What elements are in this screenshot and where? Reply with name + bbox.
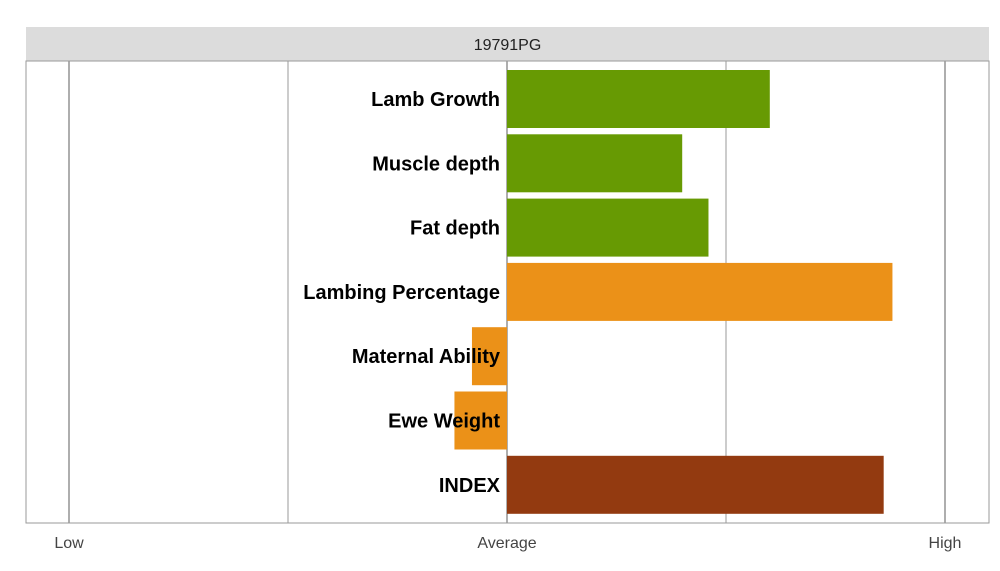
x-tick-label: Low xyxy=(54,535,84,552)
bar-muscle-depth xyxy=(507,134,683,193)
bar-lamb-growth xyxy=(507,70,770,128)
category-label: INDEX xyxy=(439,475,501,497)
x-axis-tick-labels: Low Average High xyxy=(54,535,961,552)
category-label: Lambing Percentage xyxy=(303,282,500,304)
bar-index xyxy=(507,455,884,514)
panel-title-bar xyxy=(26,27,989,61)
category-label: Lamb Growth xyxy=(371,89,500,111)
x-tick-label: High xyxy=(929,535,962,552)
bars xyxy=(454,70,893,514)
category-label: Maternal Ability xyxy=(352,346,501,368)
bar-ewe-weight xyxy=(454,391,507,450)
category-label: Muscle depth xyxy=(372,153,500,175)
chart-title: 19791PG xyxy=(474,37,542,54)
bar-lambing-percentage xyxy=(507,262,893,321)
category-label: Ewe Weight xyxy=(388,411,500,433)
bar-maternal-ability xyxy=(471,327,507,386)
bar-labels: Lamb Growth Muscle depth Fat depth Lambing … xyxy=(303,89,501,497)
category-label: Fat depth xyxy=(410,218,500,240)
x-tick-label: Average xyxy=(477,535,536,552)
bar-fat-depth xyxy=(507,198,709,257)
